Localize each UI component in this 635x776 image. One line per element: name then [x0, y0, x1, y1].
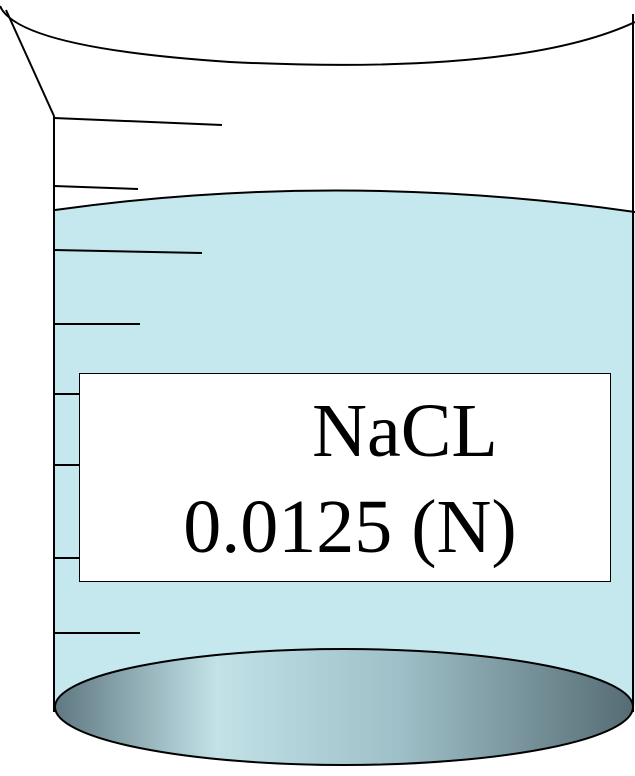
graduation-mark: [53, 249, 203, 254]
graduation-mark: [53, 117, 223, 126]
graduation-mark: [53, 185, 139, 190]
solution-label: NaCL 0.0125 (N): [79, 373, 611, 582]
beaker-rim: [0, 5, 635, 66]
beaker-spout: [5, 9, 55, 117]
label-concentration: 0.0125 (N): [183, 485, 517, 569]
graduation-marks: [53, 117, 223, 634]
liquid-surface: [54, 189, 635, 213]
label-compound-name: NaCL: [312, 389, 498, 473]
beaker-bottom: [54, 648, 634, 766]
